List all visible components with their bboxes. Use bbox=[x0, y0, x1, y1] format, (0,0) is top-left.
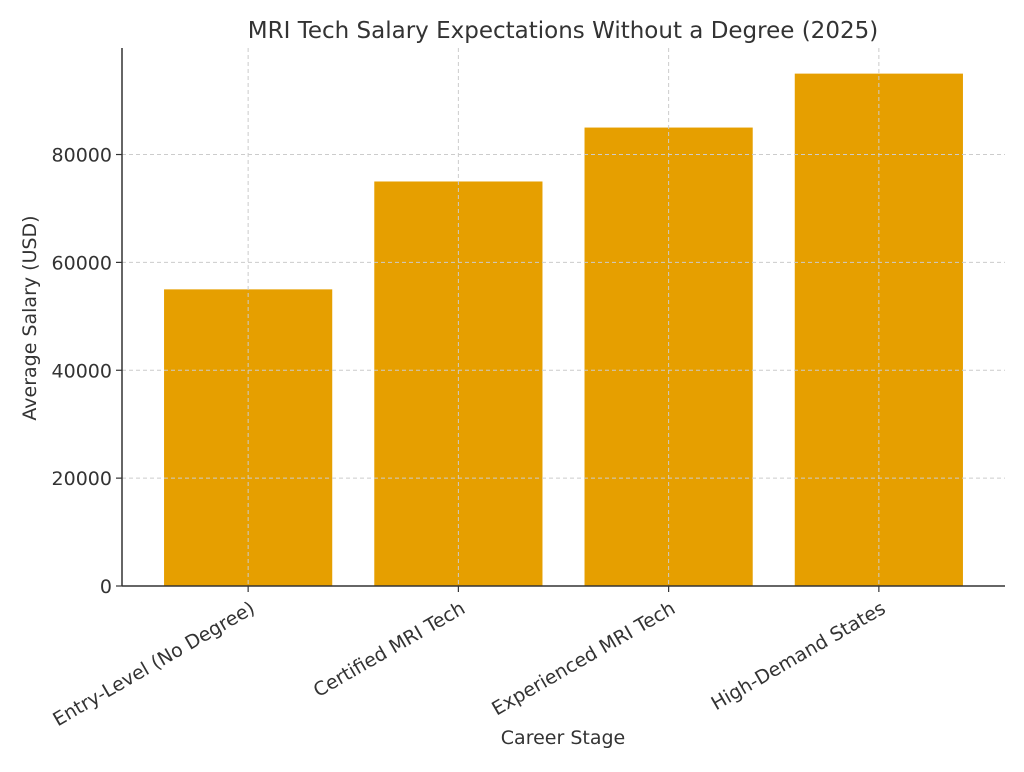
axes bbox=[116, 48, 1005, 592]
y-axis-label: Average Salary (USD) bbox=[19, 215, 41, 420]
x-tick-label: Certified MRI Tech bbox=[310, 597, 469, 702]
x-tick-label: Entry-Level (No Degree) bbox=[49, 597, 258, 731]
x-tick-label: High-Demand States bbox=[707, 597, 889, 715]
y-tick-label: 20000 bbox=[52, 468, 112, 490]
y-tick-label: 60000 bbox=[52, 252, 112, 274]
y-tick-label: 80000 bbox=[52, 145, 112, 167]
y-tick-label: 40000 bbox=[52, 360, 112, 382]
y-tick-label: 0 bbox=[100, 576, 112, 598]
bars bbox=[164, 73, 963, 587]
x-axis-label: Career Stage bbox=[501, 727, 625, 749]
x-tick-label: Experienced MRI Tech bbox=[488, 597, 679, 720]
chart-title: MRI Tech Salary Expectations Without a D… bbox=[248, 18, 878, 44]
